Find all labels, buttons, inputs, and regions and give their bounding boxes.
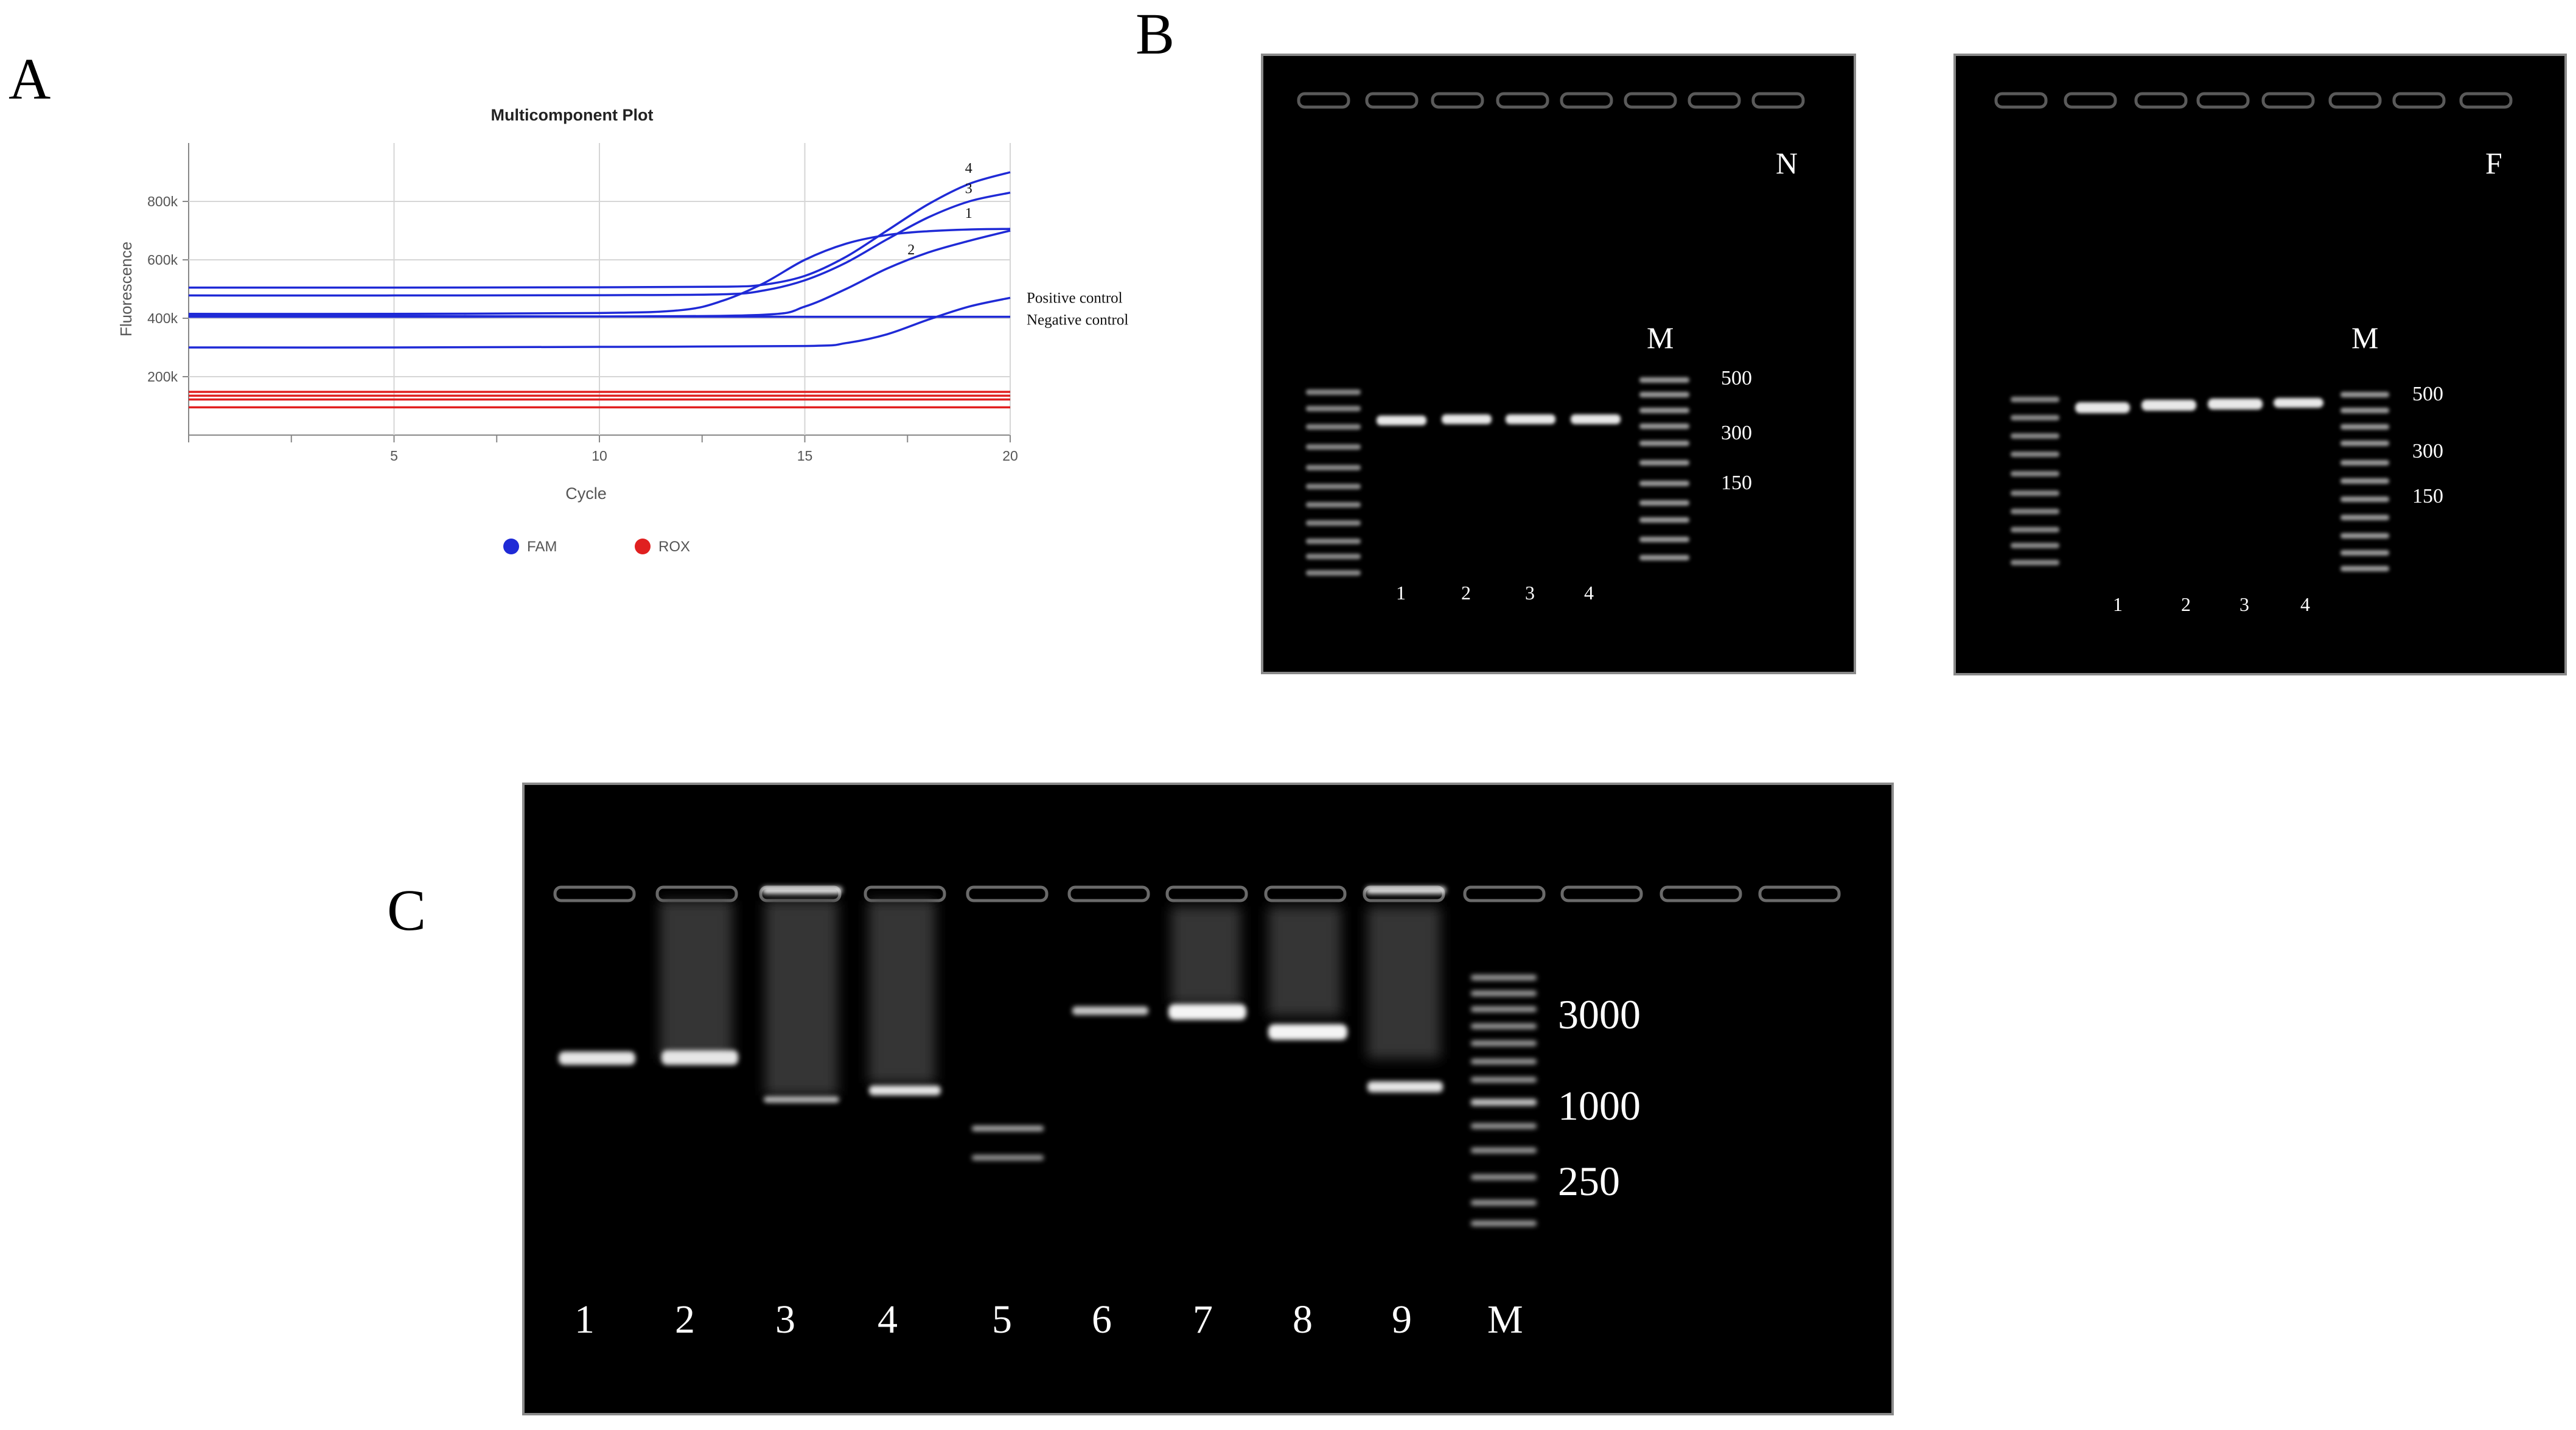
y-tick-label: 800k xyxy=(147,194,178,209)
curve-label-4: Positive control xyxy=(1027,290,1123,306)
gel-f-lane-1: 1 xyxy=(2113,593,2123,615)
x-tick-label: 5 xyxy=(390,448,398,464)
x-tick-label: 15 xyxy=(797,448,813,464)
gel-f-size-300: 300 xyxy=(2412,440,2443,462)
gel-c-lane-5: 5 xyxy=(992,1297,1012,1342)
gel-f-ladder-right xyxy=(2340,392,2389,571)
panel-label-c: C xyxy=(387,877,427,943)
multicomponent-plot: Multicomponent Plot 200k 400k 600k 800k 5 10 1… xyxy=(117,106,1128,555)
gel-c: 3000 1000 250 1 2 3 4 5 6 7 8 9 M xyxy=(522,783,1894,1415)
series-line-5 xyxy=(188,314,1011,318)
y-tick-label: 200k xyxy=(147,369,178,385)
gel-c-size-250: 250 xyxy=(1558,1158,1620,1204)
gel-f-lane-4: 4 xyxy=(2300,593,2310,615)
panel-label-b: B xyxy=(1136,1,1175,66)
gel-n-lane-4: 4 xyxy=(1584,582,1594,604)
y-tick-label: 600k xyxy=(147,252,178,268)
gel-n-ladder-left xyxy=(1306,389,1361,576)
curve-label-2: 1 xyxy=(965,206,972,221)
gel-n-size-300: 300 xyxy=(1721,422,1752,444)
gel-f-marker-label: M xyxy=(2351,321,2378,355)
series-line-1 xyxy=(188,191,1011,297)
gel-f-size-150: 150 xyxy=(2412,485,2443,507)
gel-c-lane-4: 4 xyxy=(878,1297,898,1342)
gel-c-lane-9: 9 xyxy=(1392,1297,1412,1342)
gel-n-wells xyxy=(1297,92,1805,109)
gel-n-lane-3: 3 xyxy=(1525,582,1535,604)
chart-title: Multicomponent Plot xyxy=(491,106,654,124)
legend-rox-label: ROX xyxy=(658,539,690,555)
gel-n-corner-label: N xyxy=(1776,146,1798,180)
gel-c-lane-2: 2 xyxy=(675,1297,695,1342)
gel-n: N M 500 300 150 1 2 3 4 xyxy=(1261,54,1856,674)
legend: FAM ROX xyxy=(503,539,690,555)
gel-c-lane-m: M xyxy=(1487,1297,1523,1342)
gel-f-lane-3: 3 xyxy=(2239,593,2249,615)
gel-c-size-1000: 1000 xyxy=(1558,1083,1641,1129)
gel-n-size-500: 500 xyxy=(1721,367,1752,389)
gel-f-ladder-left xyxy=(2011,397,2059,565)
panel-label-a: A xyxy=(9,46,51,111)
gel-n-marker-label: M xyxy=(1647,321,1674,355)
curve-label-3: 2 xyxy=(907,242,915,258)
gel-c-ladder xyxy=(1471,975,1537,1226)
gel-n-size-150: 150 xyxy=(1721,472,1752,494)
gel-n-bands xyxy=(1377,414,1621,425)
gel-f: F M 500 300 150 1 2 3 4 xyxy=(1953,54,2567,675)
y-tick-label: 400k xyxy=(147,310,178,326)
gel-n-lane-2: 2 xyxy=(1461,582,1471,604)
gel-f-bands xyxy=(2075,398,2323,413)
gel-c-lane-6: 6 xyxy=(1092,1297,1112,1342)
series-line-4 xyxy=(188,296,1011,349)
curve-label-0: 4 xyxy=(965,161,972,176)
gel-c-bands xyxy=(559,887,1446,1160)
gel-c-lane-8: 8 xyxy=(1293,1297,1313,1342)
gel-n-lane-1: 1 xyxy=(1396,582,1406,604)
gel-n-ladder-right xyxy=(1639,377,1689,560)
gel-c-smears xyxy=(660,901,1440,1095)
gel-f-size-500: 500 xyxy=(2412,383,2443,405)
x-tick-label: 10 xyxy=(592,448,607,464)
gel-c-lane-3: 3 xyxy=(775,1297,795,1342)
gel-f-lane-2: 2 xyxy=(2181,593,2191,615)
legend-rox-marker xyxy=(635,539,651,554)
gel-f-corner-label: F xyxy=(2485,146,2502,180)
x-axis-label: Cycle xyxy=(565,484,607,503)
gel-c-lane-1: 1 xyxy=(574,1297,595,1342)
gel-f-wells xyxy=(1994,92,2513,109)
gel-c-size-3000: 3000 xyxy=(1558,991,1641,1038)
legend-fam-label: FAM xyxy=(527,539,557,555)
series-line-2 xyxy=(188,228,1011,315)
gel-c-wells xyxy=(553,885,1841,902)
gel-c-lane-7: 7 xyxy=(1193,1297,1213,1342)
curve-label-1: 3 xyxy=(965,181,972,197)
x-tick-label: 20 xyxy=(1002,448,1018,464)
legend-fam-marker xyxy=(503,539,519,554)
y-axis-label: Fluorescence xyxy=(117,242,135,337)
curve-label-5: Negative control xyxy=(1027,312,1128,328)
